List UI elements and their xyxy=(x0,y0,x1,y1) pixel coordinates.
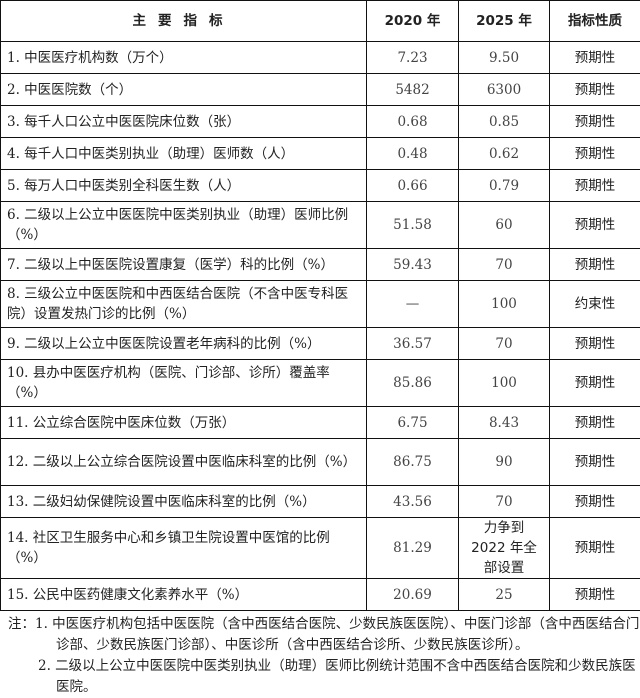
header-row: 主要指标 2020 年 2025 年 指标性质 xyxy=(1,1,640,42)
value-2020-cell: 0.66 xyxy=(367,170,459,202)
indicator-cell: 14. 社区卫生服务中心和乡镇卫生院设置中医馆的比例（%） xyxy=(1,518,367,579)
indicator-cell: 5. 每万人口中医类别全科医生数（人） xyxy=(1,170,367,202)
indicator-cell: 4. 每千人口中医类别执业（助理）医师数（人） xyxy=(1,138,367,170)
value-2025-cell: 70 xyxy=(459,249,550,281)
value-2020-cell: 43.56 xyxy=(367,486,459,518)
indicator-cell: 11. 公立综合医院中医床位数（万张） xyxy=(1,407,367,439)
value-2020-cell: 85.86 xyxy=(367,360,459,407)
indicator-cell: 7. 二级以上中医医院设置康复（医学）科的比例（%） xyxy=(1,249,367,281)
nature-cell: 预期性 xyxy=(550,518,640,579)
value-2025-cell: 90 xyxy=(459,439,550,486)
notes: 注：1. 中医医疗机构包括中医医院（含中西医结合医院、少数民族医医院）、中医门诊… xyxy=(0,614,640,698)
value-2020-cell: — xyxy=(367,281,459,328)
nature-cell: 预期性 xyxy=(550,74,640,106)
nature-cell: 预期性 xyxy=(550,138,640,170)
value-2025-cell: 70 xyxy=(459,328,550,360)
indicator-cell: 12. 二级以上公立综合医院设置中医临床科室的比例（%） xyxy=(1,439,367,486)
nature-cell: 预期性 xyxy=(550,202,640,249)
nature-cell: 预期性 xyxy=(550,249,640,281)
value-2025-cell: 9.50 xyxy=(459,42,550,74)
header-2020: 2020 年 xyxy=(367,1,459,42)
nature-cell: 约束性 xyxy=(550,281,640,328)
indicator-cell: 8. 三级公立中医医院和中西医结合医院（不含中医专科医院）设置发热门诊的比例（%… xyxy=(1,281,367,328)
value-2025-cell: 0.79 xyxy=(459,170,550,202)
value-2020-cell: 7.23 xyxy=(367,42,459,74)
note-2: 2. 二级以上公立中医医院中医类别执业（助理）医师比例统计范围不含中西医结合医院… xyxy=(4,656,640,698)
value-2025-cell: 力争到 2022 年全部设置 xyxy=(459,518,550,579)
indicator-cell: 10. 县办中医医疗机构（医院、门诊部、诊所）覆盖率（%） xyxy=(1,360,367,407)
indicator-cell: 1. 中医医疗机构数（万个） xyxy=(1,42,367,74)
value-2020-cell: 36.57 xyxy=(367,328,459,360)
value-2020-cell: 0.68 xyxy=(367,106,459,138)
value-2025-cell: 6300 xyxy=(459,74,550,106)
nature-cell: 预期性 xyxy=(550,328,640,360)
indicator-cell: 6. 二级以上公立中医医院中医类别执业（助理）医师比例（%） xyxy=(1,202,367,249)
value-2020-cell: 6.75 xyxy=(367,407,459,439)
nature-cell: 预期性 xyxy=(550,360,640,407)
indicator-cell: 15. 公民中医药健康文化素养水平（%） xyxy=(1,579,367,611)
indicator-cell: 2. 中医医院数（个） xyxy=(1,74,367,106)
table-row: 8. 三级公立中医医院和中西医结合医院（不含中医专科医院）设置发热门诊的比例（%… xyxy=(1,281,640,328)
value-2020-cell: 5482 xyxy=(367,74,459,106)
value-2020-cell: 86.75 xyxy=(367,439,459,486)
value-2025-cell: 0.62 xyxy=(459,138,550,170)
value-2025-cell: 60 xyxy=(459,202,550,249)
nature-cell: 预期性 xyxy=(550,42,640,74)
value-2025-cell: 8.43 xyxy=(459,407,550,439)
nature-cell: 预期性 xyxy=(550,439,640,486)
indicator-cell: 3. 每千人口公立中医医院床位数（张） xyxy=(1,106,367,138)
value-2025-cell: 100 xyxy=(459,360,550,407)
nature-cell: 预期性 xyxy=(550,106,640,138)
nature-cell: 预期性 xyxy=(550,579,640,611)
indicator-cell: 13. 二级妇幼保健院设置中医临床科室的比例（%） xyxy=(1,486,367,518)
value-2025-cell: 0.85 xyxy=(459,106,550,138)
value-2020-cell: 81.29 xyxy=(367,518,459,579)
header-nature: 指标性质 xyxy=(550,1,640,42)
header-indicator: 主要指标 xyxy=(1,1,367,42)
nature-cell: 预期性 xyxy=(550,407,640,439)
note-1: 注：1. 中医医疗机构包括中医医院（含中西医结合医院、少数民族医医院）、中医门诊… xyxy=(4,614,640,656)
indicators-table: 主要指标 2020 年 2025 年 指标性质 1. 中医医疗机构数（万个）7.… xyxy=(0,0,640,611)
value-2020-cell: 20.69 xyxy=(367,579,459,611)
value-2025-cell: 100 xyxy=(459,281,550,328)
value-2020-cell: 0.48 xyxy=(367,138,459,170)
nature-cell: 预期性 xyxy=(550,170,640,202)
header-2025: 2025 年 xyxy=(459,1,550,42)
indicator-cell: 9. 二级以上公立中医医院设置老年病科的比例（%） xyxy=(1,328,367,360)
value-2025-cell: 70 xyxy=(459,486,550,518)
value-2020-cell: 51.58 xyxy=(367,202,459,249)
value-2025-cell: 25 xyxy=(459,579,550,611)
nature-cell: 预期性 xyxy=(550,486,640,518)
value-2020-cell: 59.43 xyxy=(367,249,459,281)
